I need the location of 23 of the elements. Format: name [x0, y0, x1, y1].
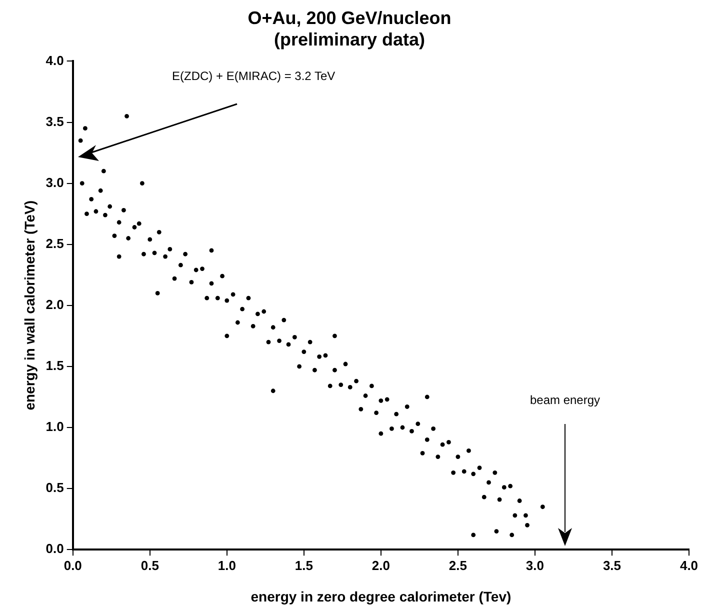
annotation: E(ZDC) + E(MIRAC) = 3.2 TeV [172, 69, 336, 83]
y-tick-label: 1.5 [46, 358, 64, 374]
x-tick-label: 4.0 [680, 558, 698, 573]
y-tick-label: 4.0 [46, 52, 64, 68]
y-tick-label: 2.5 [46, 236, 64, 251]
y-tick-label: 3.5 [46, 114, 64, 129]
x-tick-label: 1.5 [294, 558, 313, 573]
x-tick-label: 3.0 [526, 558, 544, 573]
x-tick-label: 2.0 [372, 558, 390, 573]
x-axis-title: energy in zero degree calorimeter (Tev) [250, 588, 512, 604]
chart-title: O+Au, 200 GeV/nucleon (preliminary data) [248, 8, 452, 50]
x-tick-label: 0.0 [64, 558, 82, 573]
annotation: beam energy [530, 393, 600, 407]
x-tick-label: 0.5 [140, 558, 159, 573]
x-tick-label: 1.0 [218, 558, 236, 573]
y-tick-label: 1.0 [46, 419, 64, 434]
x-tick-label: 2.5 [448, 558, 467, 573]
y-tick-label: 3.0 [46, 174, 64, 190]
y-tick-label: 0.0 [46, 541, 64, 556]
y-axis-title: energy in wall calorimeter (TeV) [21, 200, 38, 410]
y-tick-label: 2.0 [46, 296, 64, 312]
y-tick-label: 0.5 [46, 480, 64, 496]
x-tick-label: 3.5 [602, 558, 622, 573]
